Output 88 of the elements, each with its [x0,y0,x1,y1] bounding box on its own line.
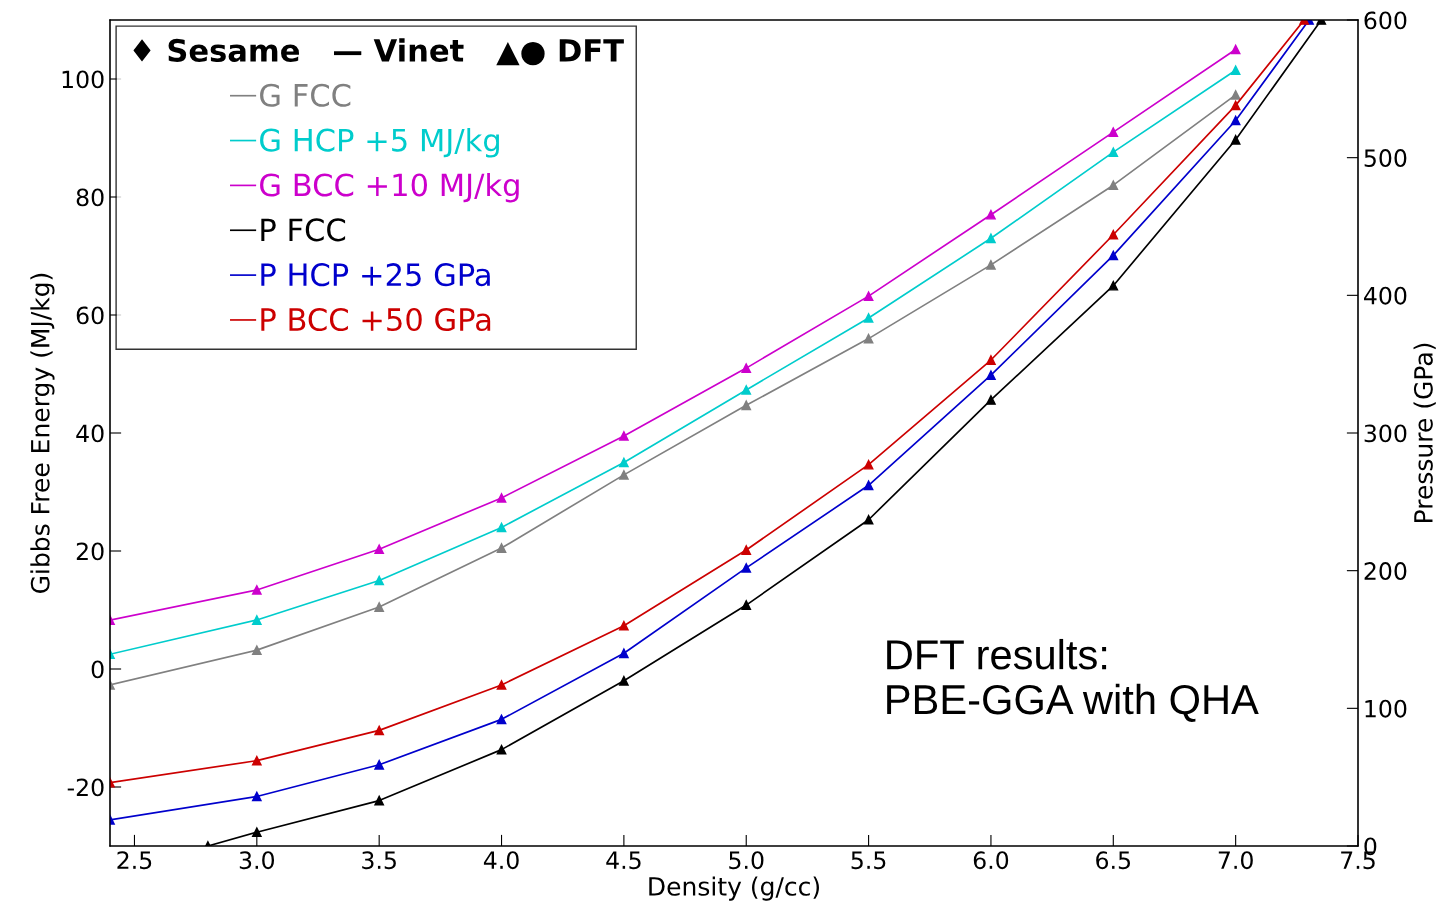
point [1108,229,1119,240]
point [986,395,996,405]
point [986,259,996,270]
point [251,791,262,802]
point [863,514,874,525]
point [496,744,507,755]
point [619,648,629,659]
legend-label: P BCC +50 GPa [261,307,491,332]
y-tick-label: 100 [62,70,104,89]
point [986,209,996,220]
point [1230,134,1241,145]
x-axis-title: Density (g/cc) [649,876,819,901]
point [251,585,262,595]
y-tick-label: 20 [76,542,104,561]
x-tick-label: 3.5 [362,851,396,870]
point [1230,90,1241,100]
x-tick-label: 6.5 [1096,851,1131,870]
point [496,493,507,503]
point [374,725,385,736]
point [619,470,629,480]
point [1108,280,1119,291]
point [374,575,385,586]
point [496,543,507,553]
point [374,795,385,806]
point [986,233,996,244]
point [374,759,385,770]
point [863,459,874,470]
y-tick-label: 40 [76,424,104,443]
y2-tick-label: 200 [1364,562,1407,580]
point [374,544,385,555]
legend-label: P FCC [261,218,346,242]
point [619,620,629,631]
point [1108,147,1119,158]
point [619,457,629,468]
x-tick-label: 6.0 [973,851,1009,870]
y2-axis-title: Pressure (GPa) [1413,343,1436,522]
point [986,355,996,365]
point [251,827,262,838]
y2-tick-label: 500 [1364,149,1407,167]
point [1230,44,1241,55]
y2-tick-label: 600 [1364,11,1407,30]
y2-tick-label: 100 [1365,699,1407,718]
x-tick-label: 5.5 [851,851,886,870]
point [863,313,874,323]
point [1230,115,1241,126]
point [741,600,752,610]
y2-tick-label: 300 [1364,424,1407,443]
x-tick-label: 5.0 [729,851,764,870]
y-axis-title: Gibbs Free Energy (MJ/kg) [30,273,55,593]
point [374,602,385,612]
point [741,563,752,573]
y-tick-label: 0 [91,660,104,679]
point [741,363,752,373]
point [619,431,629,441]
legend-label: G FCC [260,83,351,107]
legend-label: G HCP +5 MJ/kg [260,128,499,158]
point [863,333,874,344]
point [1108,250,1119,261]
point [863,291,874,301]
x-tick-label: 7.0 [1218,851,1253,870]
legend-label: P HCP +25 GPa [261,263,490,287]
x-tick-label: 4.0 [483,851,519,870]
legend-title: ♦ Sesame — Vinet ▲● DFT [133,38,624,66]
point [741,545,752,555]
point [863,480,874,491]
annotation: DFT results: PBE-GGA with QHA [887,638,1259,722]
point [251,615,262,625]
point [251,645,262,655]
x-tick-label: 2.5 [117,851,152,870]
y-tick-label: -20 [67,778,104,797]
y2-tick-label: 400 [1364,286,1407,305]
point [496,680,507,690]
point [1108,127,1119,137]
legend-label: G BCC +10 MJ/kg [260,172,519,203]
point [619,675,629,686]
y-tick-label: 80 [76,188,104,207]
point [1230,65,1241,76]
point [741,400,752,411]
point [1230,100,1241,111]
x-tick-label: 4.5 [606,851,641,870]
point [1108,180,1119,191]
point [496,714,507,725]
x-tick-label: 3.0 [239,851,275,870]
point [741,385,752,395]
point [251,755,262,766]
point [496,522,507,533]
y-tick-label: 60 [76,306,104,325]
point [986,370,996,381]
